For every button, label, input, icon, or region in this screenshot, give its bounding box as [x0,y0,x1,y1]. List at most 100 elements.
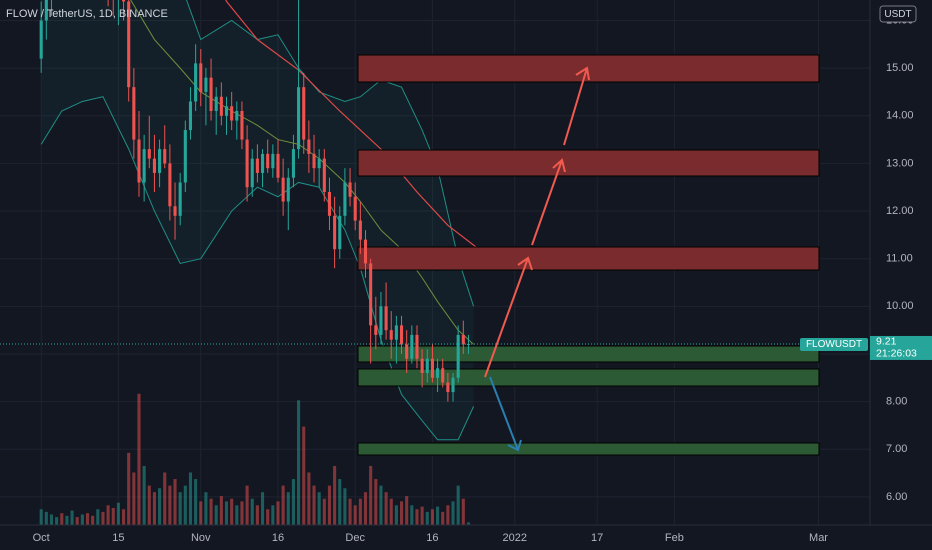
y-tick-label: 10.00 [886,300,914,312]
candle-body [302,87,306,140]
volume-bar [461,498,465,525]
volume-bar [122,509,126,525]
volume-bar [96,509,100,525]
volume-bar [178,492,182,525]
volume-bar [281,485,285,525]
volume-bar [188,472,193,525]
volume-bar [456,485,460,525]
candle-body [297,87,301,150]
y-tick-label: 15.00 [886,62,914,74]
volume-bar [173,479,177,525]
volume-bar [194,479,198,525]
candle-body [286,177,290,202]
volume-bar [230,498,234,525]
candle-body [327,191,332,216]
chart-title: FLOW / TetherUS, 1D, BINANCE [6,8,168,20]
candle-body [291,149,295,178]
volume-bar [65,515,69,525]
volume-bar [420,506,424,525]
volume-bar [312,485,316,525]
volume-bar [101,511,105,525]
volume-bar [163,472,167,525]
candle-body [245,139,249,188]
support-zone [357,345,820,363]
volume-bar [137,393,141,525]
volume-bar [405,496,409,525]
resistance-zone [357,149,820,177]
volume-bar [322,498,326,525]
candle-body [420,358,424,374]
candle-body [152,158,156,173]
volume-bar [75,517,79,525]
volume-bar [255,505,259,525]
candle-body [178,182,182,216]
volume-bar [147,485,151,525]
volume-bar [389,498,393,525]
x-tick-label: 16 [426,532,438,544]
candle-body [224,106,229,116]
volume-bar [219,496,223,525]
candle-body [317,158,321,169]
band-fill [41,0,474,440]
candle-body [194,63,198,102]
volume-bar [410,505,414,525]
volume-bar [302,426,306,525]
candle-body [137,139,141,183]
volume-bar [363,492,368,525]
volume-bar [209,498,213,525]
candle-body [399,325,404,345]
candle-body [44,0,48,21]
volume-bar [70,510,74,525]
volume-bar [291,479,295,525]
candle-body [441,368,445,383]
y-tick-label: 13.00 [886,157,914,169]
volume-bar [142,465,146,525]
candle-body [456,334,460,378]
volume-bar [214,505,218,525]
candle-body [436,368,440,378]
y-tick-label: 7.00 [886,443,907,455]
candle-body [219,96,223,116]
volume-bar [369,465,373,525]
candle-body [379,306,383,335]
candle-body [188,101,193,131]
price-label-text: 9.21 [876,336,897,348]
candle-body [183,130,187,183]
volume-bar [430,509,434,525]
candle-body [343,182,347,216]
volume-bar [394,505,398,525]
candle-body [451,377,455,393]
volume-bar [307,472,311,525]
volume-bar [235,505,239,525]
volume-bar [317,492,321,525]
y-tick-label: 8.00 [886,396,907,408]
support-zone [357,442,820,456]
volume-bar [85,513,90,525]
resistance-zone [357,246,820,271]
symbol-tag [800,337,868,351]
x-tick-label: 2022 [503,532,527,544]
volume-bar [152,492,156,525]
candle-body [425,358,429,374]
moving-average [225,0,480,250]
candle-body [230,106,234,121]
volume-bar [374,479,378,525]
volume-bar [441,511,445,525]
candle-body [394,325,398,340]
volume-bar [91,515,95,525]
candle-body [173,206,177,216]
volume-bar [106,505,110,525]
candle-body [147,149,151,159]
candle-body [199,63,203,92]
currency-badge[interactable] [879,5,917,23]
band-upper [185,0,475,307]
candle-body [446,382,450,393]
x-tick-label: 17 [591,532,603,544]
candle-body [261,153,265,173]
x-tick-label: Feb [665,532,684,544]
volume-bar [127,452,131,525]
currency-badge-text: USDT [884,9,911,20]
volume-bar [286,492,290,525]
candle-body [271,153,275,169]
